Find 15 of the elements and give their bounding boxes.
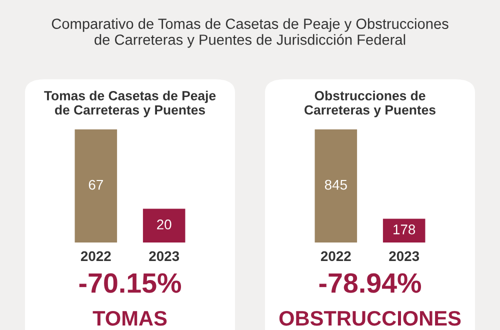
chart-subtitle: Obstrucciones de Carreteras y Puentes — [304, 90, 436, 118]
x-tick-label: 2022 — [80, 251, 111, 262]
text: TOMAS — [92, 310, 167, 326]
data-label: 20 — [157, 220, 172, 230]
data-label: 845 — [324, 180, 347, 190]
x-tick-label: 2023 — [389, 251, 420, 262]
data-label: 67 — [88, 180, 103, 190]
text: -70.15% — [79, 273, 181, 293]
text: Comparativo de Tomas de Casetas de Peaje y Obstrucciones de Carreteras y Puentes de Jurisdicción Federal — [52, 18, 448, 48]
chart-subtitle: Tomas de Casetas de Peaje de Carreteras y Puentes — [44, 90, 216, 118]
x-tick-label: 2022 — [320, 251, 351, 262]
text: -78.94% — [319, 273, 421, 293]
text: OBSTRUCCIONES — [279, 310, 461, 326]
x-tick-label: 2023 — [149, 251, 180, 262]
data-label: 178 — [394, 224, 416, 234]
